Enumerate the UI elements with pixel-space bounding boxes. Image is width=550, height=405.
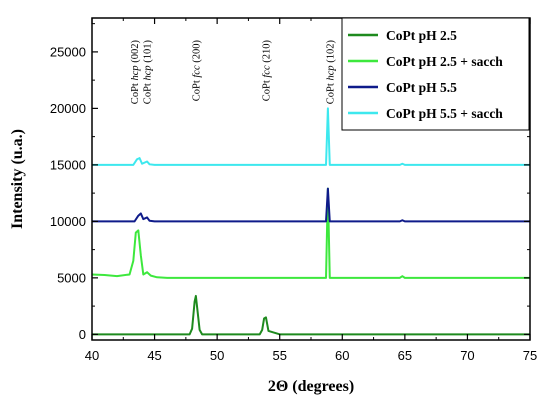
series-line-1 bbox=[92, 294, 530, 336]
peak-annotation: CoPt fcc (200) bbox=[192, 40, 203, 102]
x-axis-title: 2Θ (degrees) bbox=[268, 378, 354, 395]
x-tick-label: 75 bbox=[523, 348, 537, 363]
x-tick-label: 45 bbox=[147, 348, 161, 363]
legend-box bbox=[341, 17, 530, 131]
x-tick-label: 50 bbox=[210, 348, 224, 363]
peak-annotation: CoPt hcp (102) bbox=[325, 40, 336, 105]
x-tick-label: 60 bbox=[335, 348, 349, 363]
x-tick-label: 70 bbox=[460, 348, 474, 363]
peak-annotation: CoPt hcp (101) bbox=[143, 40, 154, 105]
y-axis-title: Intensity (u.a.) bbox=[9, 129, 26, 229]
legend-label: CoPt pH 5.5 bbox=[386, 80, 457, 95]
series-line-2 bbox=[91, 187, 530, 279]
legend-label: CoPt pH 5.5 + sacch bbox=[386, 106, 503, 121]
legend-label: CoPt pH 2.5 + sacch bbox=[386, 54, 503, 69]
legend-label: CoPt pH 2.5 bbox=[386, 28, 457, 43]
y-tick-label: 5000 bbox=[57, 270, 86, 285]
y-tick-label: 10000 bbox=[50, 214, 86, 229]
y-tick-label: 25000 bbox=[50, 44, 86, 59]
x-tick-label: 65 bbox=[398, 348, 412, 363]
peak-annotation: CoPt fcc (210) bbox=[262, 40, 273, 102]
y-tick-label: 15000 bbox=[50, 157, 86, 172]
x-tick-label: 40 bbox=[85, 348, 99, 363]
series-line-3 bbox=[92, 187, 530, 223]
peak-annotation: CoPt hcp (002) bbox=[130, 40, 141, 105]
y-tick-label: 0 bbox=[79, 327, 86, 342]
y-tick-label: 20000 bbox=[50, 101, 86, 116]
x-tick-label: 55 bbox=[272, 348, 286, 363]
series-line-4 bbox=[92, 107, 530, 166]
